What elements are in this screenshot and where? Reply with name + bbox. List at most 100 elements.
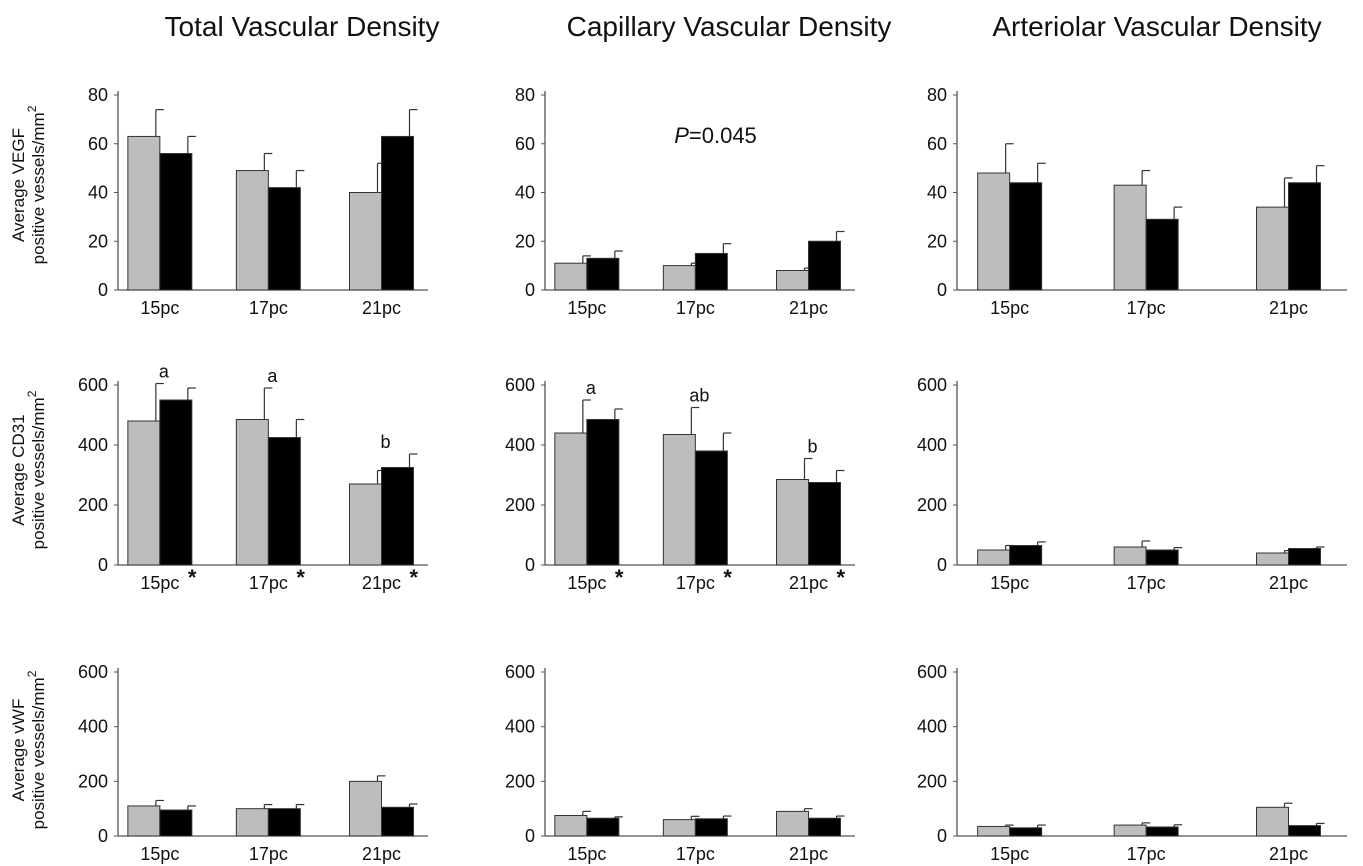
group-annotation: a	[267, 366, 278, 386]
y-tick-label: 40	[927, 183, 947, 203]
row-label-unit: positive vessels/mm	[29, 112, 48, 264]
significance-star: *	[615, 565, 624, 590]
row-label-line2: positive vessels/mm2	[25, 390, 48, 549]
y-tick-label: 600	[505, 662, 535, 682]
row-label-cd31: Average CD31 positive vessels/mm2	[9, 390, 48, 549]
y-tick-label: 20	[927, 231, 947, 251]
x-tick-label: 17pc	[676, 844, 715, 864]
bar	[349, 483, 382, 566]
bar	[349, 192, 382, 291]
bar	[267, 187, 301, 291]
y-tick-label: 60	[515, 134, 535, 154]
bar	[127, 420, 161, 566]
bar	[977, 549, 1011, 566]
chart-panel-2-2: 0 200 400 600 15pc 17pc 21pc	[917, 662, 1347, 864]
x-tick-label: 15pc	[567, 844, 606, 864]
row-label-unit: positive vessels/mm	[29, 677, 48, 829]
y-tick-label: 20	[88, 231, 108, 251]
x-tick-label: 21pc	[362, 573, 401, 593]
bar	[267, 437, 301, 566]
x-tick-label: 17pc	[1127, 298, 1166, 318]
bar	[1256, 552, 1289, 566]
significance-star: *	[296, 565, 305, 590]
bar	[127, 135, 161, 291]
y-tick-label: 0	[937, 826, 947, 846]
x-tick-label: 15pc	[567, 573, 606, 593]
y-tick-label: 60	[927, 134, 947, 154]
y-tick-label: 200	[505, 495, 535, 515]
x-tick-label: 17pc	[1127, 573, 1166, 593]
bar	[554, 262, 588, 291]
row-label-unit: positive vessels/mm	[29, 397, 48, 549]
group-annotation: ab	[689, 386, 709, 406]
bar	[808, 482, 841, 566]
y-tick-label: 600	[505, 375, 535, 395]
group-annotation: b	[380, 432, 390, 452]
x-tick-label: 21pc	[362, 844, 401, 864]
group-annotation: b	[807, 437, 817, 457]
bar	[586, 257, 620, 291]
y-tick-label: 40	[88, 183, 108, 203]
bar	[776, 479, 809, 566]
bar	[662, 434, 696, 566]
bar	[694, 252, 728, 291]
chart-panel-0-1: 0 20 40 60 80 15pc 17pc 21pc P=0.045	[515, 85, 855, 318]
bar	[694, 450, 728, 566]
chart-panel-1-1: 0 200 400 600 15pc * a 17pc * ab 21pc * b	[505, 375, 855, 593]
y-tick-label: 20	[515, 231, 535, 251]
x-tick-label: 15pc	[140, 298, 179, 318]
bar	[977, 172, 1011, 291]
row-label-line2: positive vessels/mm2	[25, 105, 48, 264]
p-value-text: =0.045	[689, 123, 757, 148]
bar	[381, 806, 414, 837]
x-tick-label: 15pc	[140, 844, 179, 864]
bar	[349, 780, 382, 837]
bar	[1113, 184, 1147, 291]
significance-star: *	[188, 565, 197, 590]
column-title-total: Total Vascular Density	[165, 11, 440, 42]
bar	[1009, 182, 1043, 291]
x-tick-label: 21pc	[1269, 573, 1308, 593]
y-tick-label: 0	[525, 280, 535, 300]
x-tick-label: 15pc	[990, 844, 1029, 864]
y-tick-label: 400	[505, 435, 535, 455]
bar	[381, 135, 414, 291]
bar	[1256, 206, 1289, 291]
y-tick-label: 400	[917, 717, 947, 737]
bar	[977, 825, 1011, 837]
bar	[127, 805, 161, 837]
bar	[235, 170, 269, 291]
y-tick-label: 0	[98, 826, 108, 846]
bar	[694, 818, 728, 837]
chart-panel-1-0: 0 200 400 600 15pc * a 17pc * a 21pc * b	[78, 362, 428, 593]
bar	[776, 270, 809, 291]
y-tick-label: 0	[937, 280, 947, 300]
y-tick-label: 80	[515, 85, 535, 105]
bar	[586, 419, 620, 566]
bar	[159, 399, 193, 566]
row-label-sup: 2	[25, 670, 39, 677]
y-tick-label: 200	[78, 495, 108, 515]
column-title-capillary: Capillary Vascular Density	[567, 11, 892, 42]
chart-panel-2-1: 0 200 400 600 15pc 17pc 21pc	[505, 662, 855, 864]
column-title-arteriolar: Arteriolar Vascular Density	[992, 11, 1321, 42]
bar	[1288, 182, 1321, 291]
bar	[1288, 548, 1321, 566]
bar	[1145, 826, 1179, 837]
x-tick-label: 15pc	[990, 573, 1029, 593]
y-tick-label: 60	[88, 134, 108, 154]
x-tick-label: 17pc	[249, 573, 288, 593]
row-label-sup: 2	[25, 105, 39, 112]
chart-panel-1-2: 0 200 400 600 15pc 17pc 21pc	[917, 375, 1347, 593]
row-label-vwf: Average vWF positive vessels/mm2	[9, 670, 48, 829]
bar	[662, 265, 696, 291]
row-label-line1: Average vWF	[9, 699, 28, 802]
bar	[662, 819, 696, 837]
bar	[235, 808, 269, 837]
p-value-label: P=0.045	[674, 123, 757, 148]
x-tick-label: 21pc	[362, 298, 401, 318]
y-tick-label: 0	[98, 555, 108, 575]
bar	[1113, 824, 1147, 837]
y-tick-label: 200	[505, 771, 535, 791]
y-tick-label: 80	[88, 85, 108, 105]
